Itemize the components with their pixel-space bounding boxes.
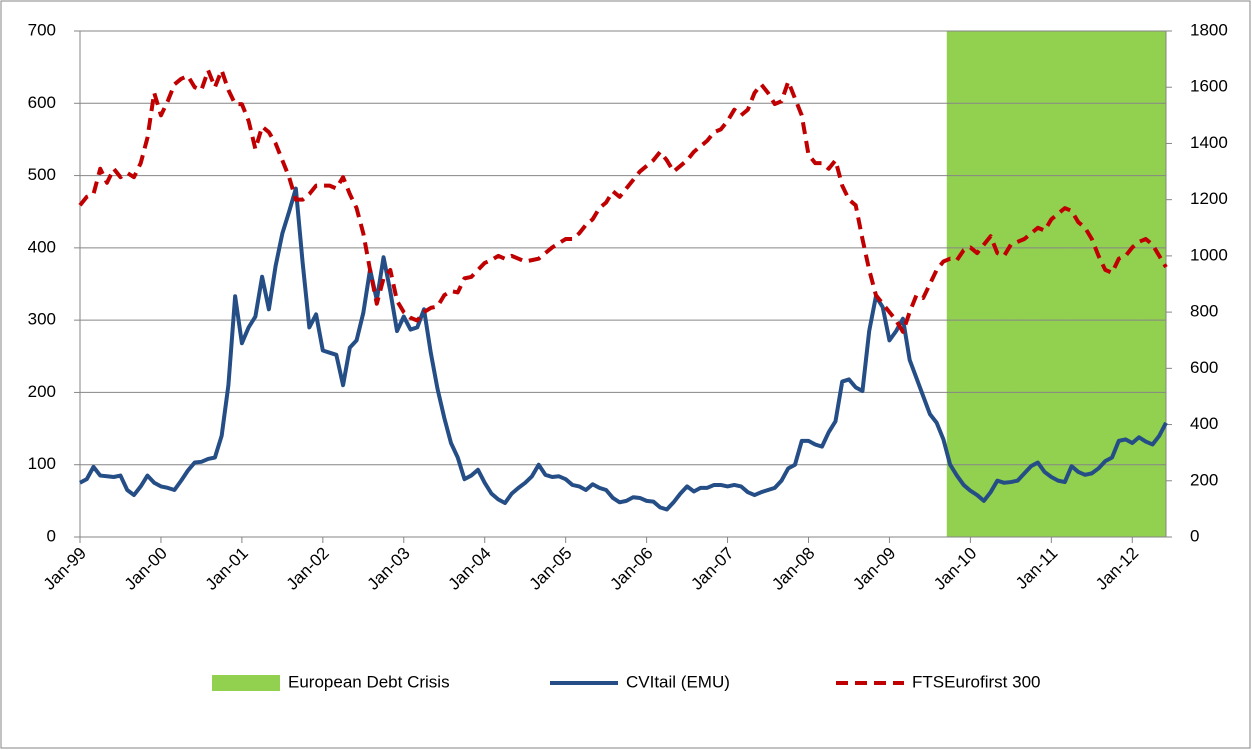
crisis-bar — [967, 31, 975, 537]
y-tick-label: 500 — [28, 165, 56, 184]
series-line — [79, 186, 1168, 512]
y-tick-label: 100 — [28, 454, 56, 473]
crisis-bar — [1000, 31, 1008, 537]
y-tick-label: 700 — [28, 20, 56, 39]
crisis-bar — [1142, 31, 1150, 537]
crisis-bar — [1101, 31, 1110, 537]
grid-layer — [74, 30, 1172, 543]
y2-tick-label: 1400 — [1190, 133, 1228, 152]
bar-layer — [946, 31, 1166, 537]
crisis-bar — [1027, 31, 1035, 537]
crisis-bar — [1081, 31, 1089, 537]
y-tick-label: 300 — [28, 310, 56, 329]
crisis-bar — [973, 31, 982, 537]
y2-tick-label: 400 — [1190, 414, 1218, 433]
series-line — [78, 68, 1168, 334]
crisis-bar — [1115, 31, 1123, 537]
crisis-bar — [960, 31, 968, 537]
y2-tick-label: 0 — [1190, 526, 1199, 545]
legend-swatch — [212, 675, 280, 691]
legend-label: CVItail (EMU) — [626, 672, 730, 691]
crisis-bar — [1108, 31, 1116, 537]
crisis-bar — [1135, 31, 1143, 537]
y2-tick-label: 1200 — [1190, 189, 1228, 208]
y2-tick-label: 1600 — [1190, 77, 1228, 96]
y2-tick-label: 1800 — [1190, 20, 1228, 39]
y-tick-label: 400 — [28, 237, 56, 256]
crisis-bar — [1155, 31, 1164, 537]
crisis-bar — [1014, 31, 1022, 537]
y2-tick-label: 600 — [1190, 358, 1218, 377]
crisis-bar — [1149, 31, 1157, 537]
crisis-bar — [1034, 31, 1042, 537]
line-layer — [78, 68, 1168, 512]
crisis-bar — [953, 31, 961, 537]
y-tick-label: 200 — [28, 382, 56, 401]
y2-tick-label: 1000 — [1190, 245, 1228, 264]
crisis-bar — [1074, 31, 1083, 537]
crisis-bar — [1128, 31, 1137, 537]
crisis-bar — [1122, 31, 1130, 537]
crisis-bar — [993, 31, 1002, 537]
crisis-bar — [1088, 31, 1096, 537]
y-tick-label: 600 — [28, 93, 56, 112]
legend-label: FTSEurofirst 300 — [912, 672, 1041, 691]
crisis-bar — [1061, 31, 1069, 537]
crisis-bar — [1095, 31, 1103, 537]
crisis-bar — [1054, 31, 1062, 537]
crisis-bar — [946, 31, 955, 537]
crisis-bar — [1162, 31, 1166, 537]
y2-tick-label: 200 — [1190, 470, 1218, 489]
crisis-bar — [1041, 31, 1049, 537]
crisis-bar — [987, 31, 995, 537]
crisis-bar — [1007, 31, 1015, 537]
crisis-bar — [980, 31, 988, 537]
y-tick-label: 0 — [47, 526, 56, 545]
crisis-bar — [1068, 31, 1076, 537]
crisis-bar — [1047, 31, 1056, 537]
y2-tick-label: 800 — [1190, 302, 1218, 321]
crisis-bar — [1020, 31, 1029, 537]
legend-label: European Debt Crisis — [288, 672, 450, 691]
